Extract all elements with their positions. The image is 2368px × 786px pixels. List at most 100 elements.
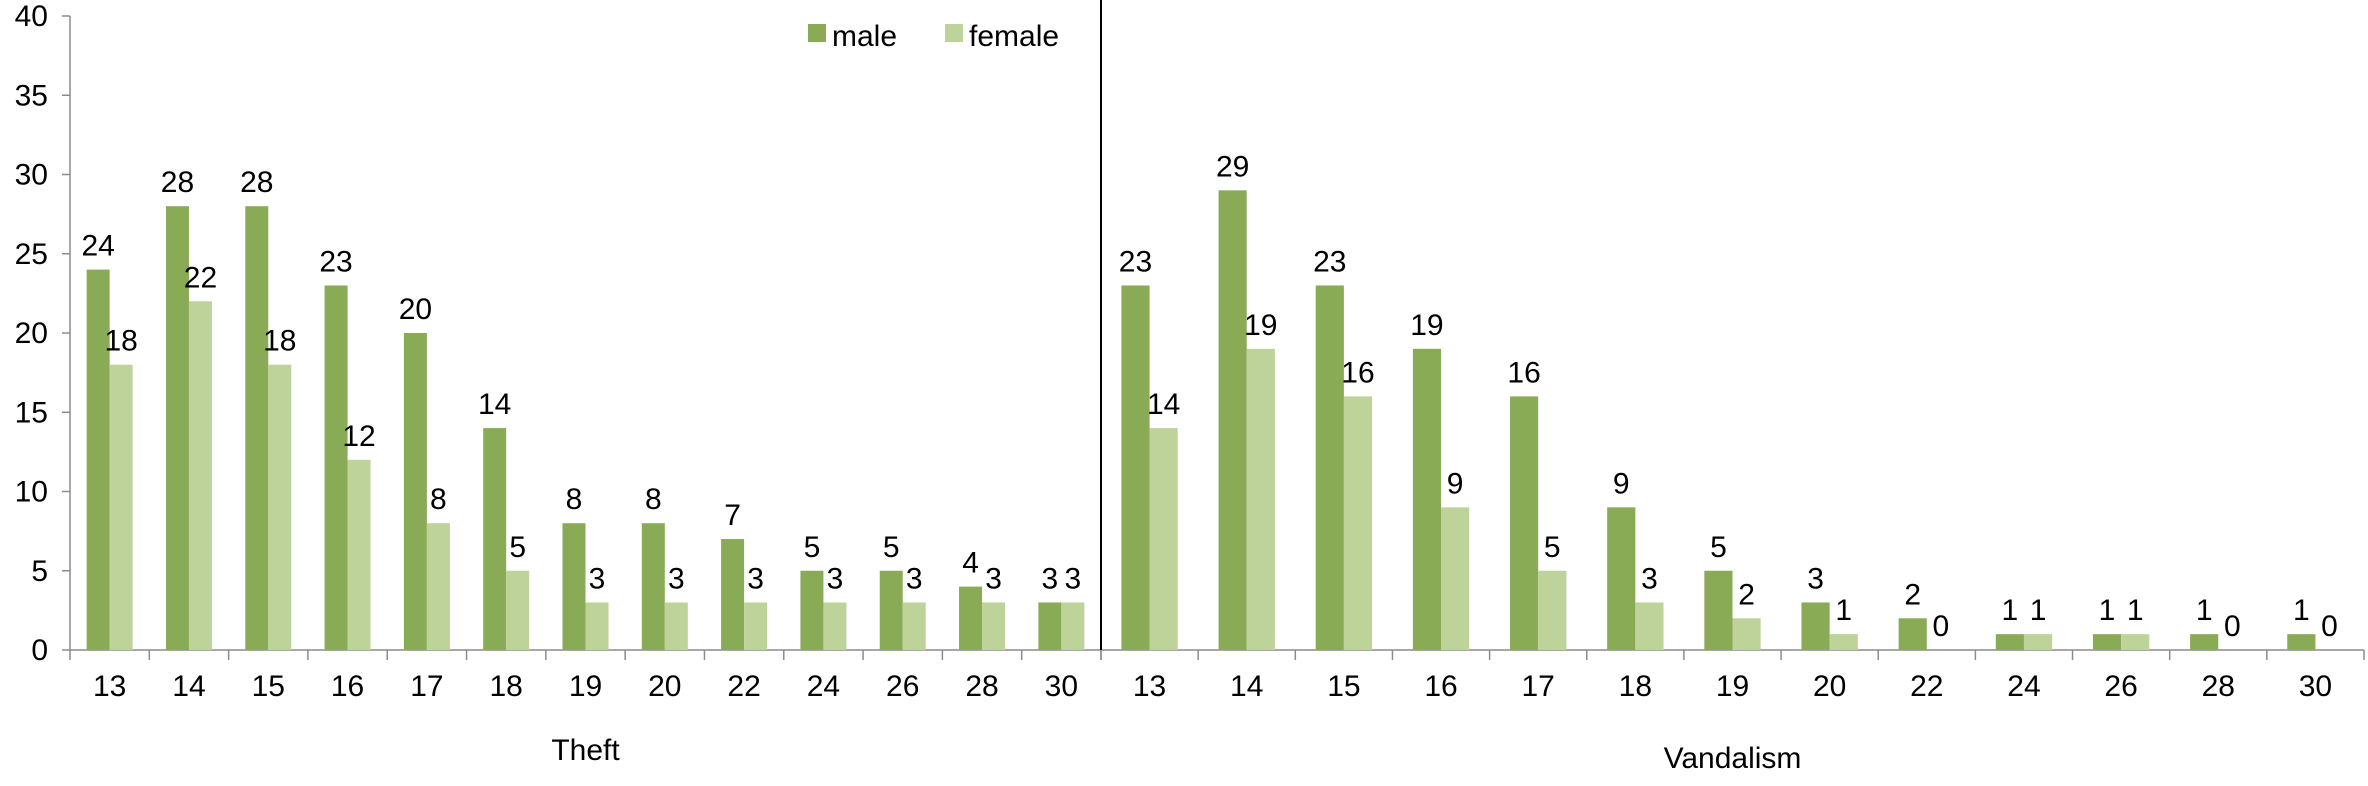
bar-male — [1801, 602, 1830, 650]
x-tick-label: 30 — [1045, 670, 1078, 703]
bar-male — [1412, 348, 1442, 650]
data-label-female: 3 — [827, 562, 844, 595]
data-label-female: 9 — [1447, 467, 1464, 500]
data-label-male: 3 — [1807, 562, 1824, 595]
y-tick-label: 10 — [15, 476, 48, 509]
bar-female — [1343, 396, 1373, 650]
bar-female — [1829, 634, 1858, 650]
data-label-male: 23 — [1119, 245, 1152, 278]
x-tick-label: 14 — [172, 670, 205, 703]
bar-male — [1038, 602, 1062, 650]
data-label-male: 9 — [1613, 467, 1630, 500]
data-label-female: 16 — [1341, 356, 1374, 389]
data-label-female: 3 — [985, 562, 1002, 595]
x-tick-label: 30 — [2299, 670, 2332, 703]
legend-swatch-male — [808, 24, 826, 42]
x-tick-label: 17 — [1522, 670, 1555, 703]
data-label-male: 20 — [399, 293, 432, 326]
data-label-female: 2 — [1738, 578, 1755, 611]
data-label-male: 28 — [240, 166, 273, 199]
bar-female — [1635, 602, 1664, 650]
y-axis: 0 5 10 15 20 25 30 35 40 — [15, 0, 71, 667]
legend: male female — [808, 20, 1059, 53]
bar-male — [2092, 634, 2122, 650]
data-label-male: 28 — [161, 166, 194, 199]
data-label-male: 8 — [566, 483, 583, 516]
data-label-male: 1 — [2293, 594, 2310, 627]
bar-female — [1538, 570, 1567, 650]
x-tick-label: 20 — [648, 670, 681, 703]
x-tick-label: 18 — [490, 670, 523, 703]
x-tick-label: 20 — [1813, 670, 1846, 703]
y-tick-label: 30 — [15, 159, 48, 192]
bar-female — [982, 602, 1006, 650]
x-tick-label: 16 — [331, 670, 364, 703]
data-label-male: 23 — [1313, 245, 1346, 278]
data-label-female: 22 — [184, 261, 217, 294]
bar-male — [641, 523, 665, 650]
bar-male — [959, 586, 983, 650]
data-label-female: 3 — [1065, 562, 1082, 595]
x-tick-label: 28 — [965, 670, 998, 703]
data-label-male: 1 — [2002, 594, 2019, 627]
data-label-male: 8 — [645, 483, 662, 516]
data-label-female: 3 — [668, 562, 685, 595]
x-tick-label: 24 — [807, 670, 840, 703]
data-label-female: 18 — [104, 325, 137, 358]
bar-female — [347, 459, 371, 650]
bar-male — [403, 333, 427, 650]
group-label: Vandalism — [1664, 742, 1802, 775]
bar-male — [1315, 285, 1344, 650]
x-tick-label: 22 — [1910, 670, 1943, 703]
data-label-male: 2 — [1904, 578, 1921, 611]
data-label-male: 5 — [1710, 531, 1727, 564]
data-label-male: 29 — [1216, 150, 1249, 183]
data-label-female: 12 — [342, 420, 375, 453]
data-label-male: 5 — [883, 531, 900, 564]
data-label-female: 0 — [1933, 610, 1950, 643]
x-tick-label: 19 — [1716, 670, 1749, 703]
data-label-female: 3 — [1641, 562, 1658, 595]
bar-female — [188, 301, 212, 650]
x-tick-label: 14 — [1230, 670, 1263, 703]
bar-female — [2023, 634, 2053, 650]
data-label-male: 3 — [1042, 562, 1059, 595]
y-tick-label: 40 — [15, 0, 48, 33]
data-label-female: 5 — [1544, 531, 1561, 564]
data-label-male: 7 — [724, 499, 741, 532]
x-tick-label: 26 — [886, 670, 919, 703]
bar-female — [1149, 428, 1178, 650]
bar-female — [744, 602, 768, 650]
group-labels: Theft Vandalism — [551, 734, 1801, 775]
bar-male — [562, 523, 586, 650]
x-tick-label: 13 — [1133, 670, 1166, 703]
x-tick-label: 16 — [1424, 670, 1457, 703]
data-label-female: 18 — [263, 325, 296, 358]
bar-male — [86, 269, 110, 650]
legend-label-female: female — [969, 20, 1059, 53]
data-label-female: 1 — [2030, 594, 2047, 627]
data-label-female: 8 — [430, 483, 447, 516]
y-tick-label: 5 — [31, 555, 48, 588]
bar-female — [1441, 507, 1470, 650]
bar-female — [426, 523, 450, 650]
bar-female — [902, 602, 926, 650]
bar-female — [585, 602, 609, 650]
data-label-female: 3 — [906, 562, 923, 595]
bar-male — [1218, 190, 1247, 650]
bar-male — [1995, 634, 2024, 650]
legend-label-male: male — [832, 20, 897, 53]
bar-female — [1246, 348, 1275, 650]
bar-male — [1704, 570, 1733, 650]
bar-male — [1607, 507, 1636, 650]
x-axis: 13 14 15 16 17 18 19 20 22 24 26 28 30 13 14 15 16 17 18 19… — [69, 0, 2365, 703]
bar-female — [109, 364, 133, 650]
data-label-male: 1 — [2196, 594, 2213, 627]
bar-female — [1061, 602, 1085, 650]
x-tick-label: 26 — [2104, 670, 2137, 703]
y-tick-label: 35 — [15, 79, 48, 112]
data-label-male: 19 — [1410, 309, 1443, 342]
x-tick-label: 19 — [569, 670, 602, 703]
